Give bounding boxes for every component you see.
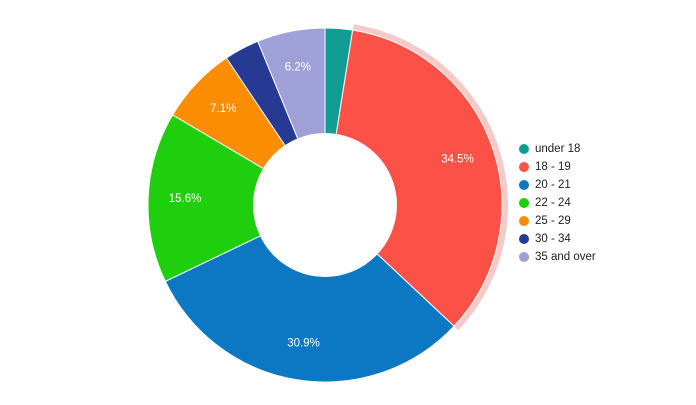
slice-label-20-21: 30.9% — [287, 337, 320, 349]
slice-20-21[interactable] — [164, 204, 455, 383]
slice-label-18-19: 34.5% — [441, 154, 474, 166]
legend-item-30-34[interactable]: 30 - 34 — [519, 233, 571, 245]
legend-swatch-18-19 — [519, 162, 529, 172]
slice-22-24[interactable] — [147, 114, 327, 283]
slice-label-22-24: 15.6% — [169, 193, 202, 205]
legend-label-18-19: 18 - 19 — [535, 161, 571, 173]
legend-label-under-18: under 18 — [535, 143, 580, 155]
legend-item-under-18[interactable]: under 18 — [519, 143, 580, 155]
legend-swatch-under-18 — [519, 144, 529, 154]
slice-labels-layer: 34.5% 30.9% 15.6% 7.1% 6.2% — [169, 62, 474, 350]
legend-label-22-24: 22 - 24 — [535, 197, 571, 209]
legend-swatch-25-29 — [519, 216, 529, 226]
donut-hole — [253, 133, 397, 277]
slice-label-35-and-over: 6.2% — [285, 62, 311, 74]
legend-swatch-35-and-over — [519, 252, 529, 262]
legend-item-35-and-over[interactable]: 35 and over — [519, 251, 596, 263]
legend-item-18-19[interactable]: 18 - 19 — [519, 161, 571, 173]
legend-swatch-20-21 — [519, 180, 529, 190]
legend-label-25-29: 25 - 29 — [535, 215, 571, 227]
legend-item-22-24[interactable]: 22 - 24 — [519, 197, 571, 209]
legend-item-20-21[interactable]: 20 - 21 — [519, 179, 571, 191]
legend-swatch-30-34 — [519, 234, 529, 244]
legend: under 18 18 - 19 20 - 21 22 - 24 25 - 29 30 -… — [519, 143, 596, 263]
legend-swatch-22-24 — [519, 198, 529, 208]
legend-label-30-34: 30 - 34 — [535, 233, 571, 245]
slice-label-25-29: 7.1% — [210, 103, 236, 115]
legend-label-20-21: 20 - 21 — [535, 179, 571, 191]
slice-18-19[interactable] — [324, 29, 503, 327]
legend-item-25-29[interactable]: 25 - 29 — [519, 215, 571, 227]
legend-label-35-and-over: 35 and over — [535, 251, 596, 263]
